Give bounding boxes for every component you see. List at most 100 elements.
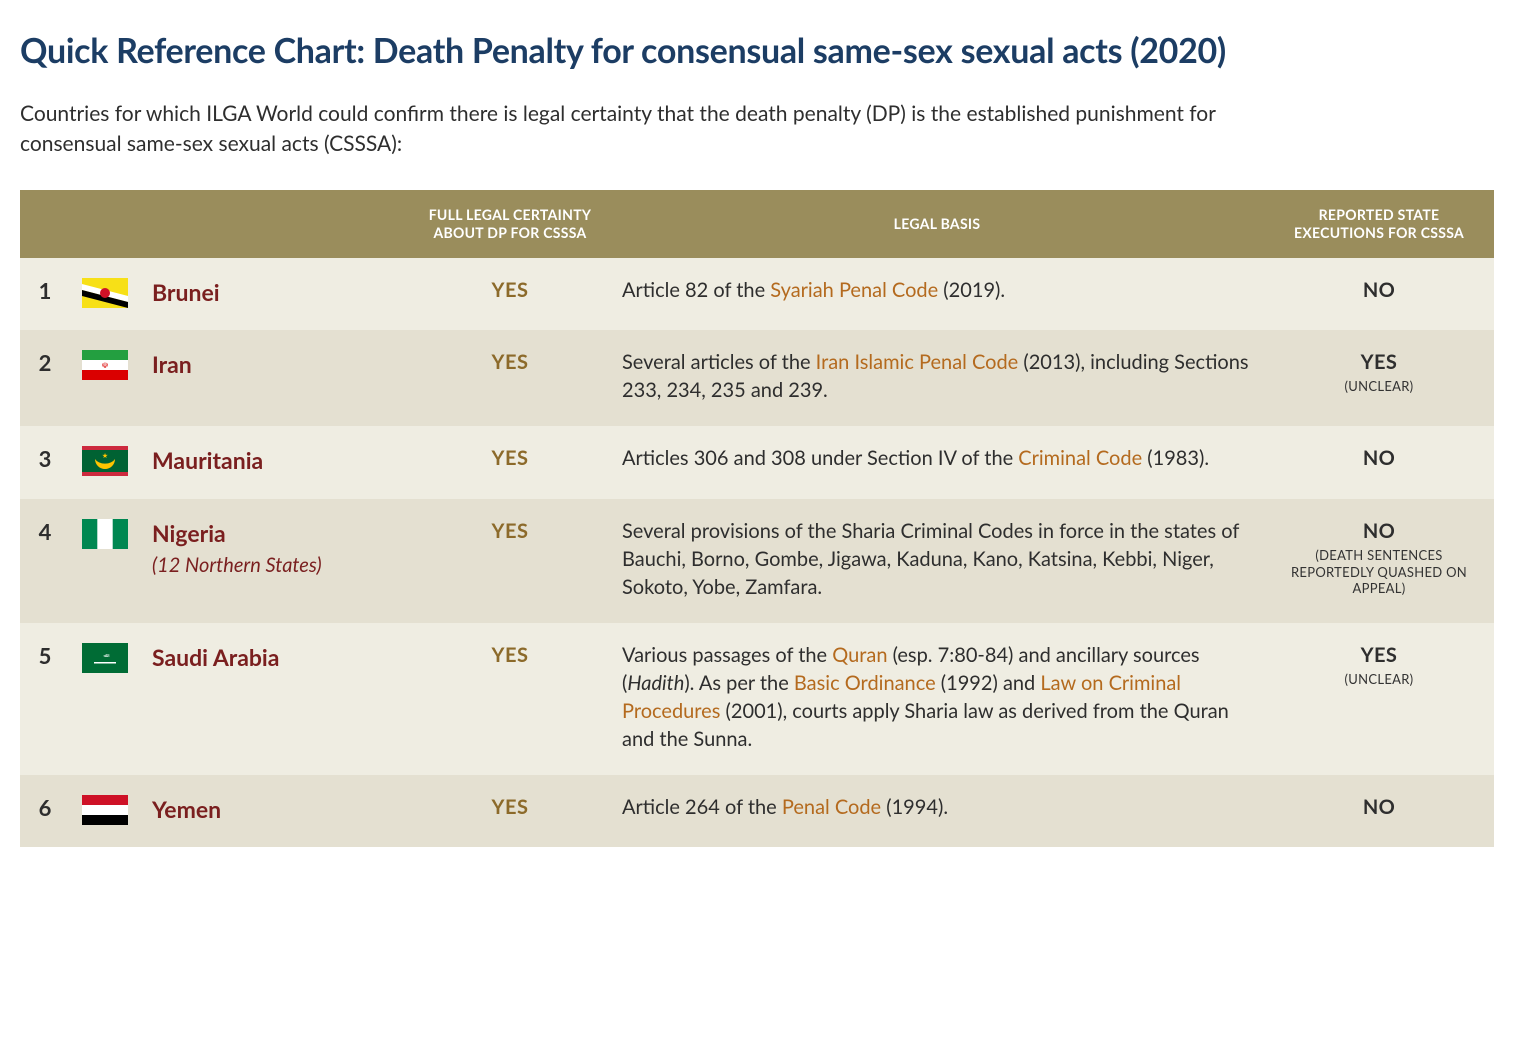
legal-basis-link[interactable]: Quran: [832, 643, 887, 667]
intro-text: Countries for which ILGA World could con…: [20, 99, 1220, 160]
legal-basis-fragment: Several articles of the: [622, 350, 816, 374]
svg-text:☫: ☫: [101, 360, 108, 370]
certainty-cell: YES: [410, 775, 610, 847]
legal-basis-link[interactable]: Criminal Code: [1018, 446, 1142, 470]
executions-cell: NO: [1264, 775, 1494, 847]
country-cell: Nigeria (12 Northern States): [140, 499, 410, 623]
table-row: 5ﷲ Saudi Arabia YES Various passages of the…: [20, 623, 1494, 775]
col-header-executions: REPORTED STATE EXECUTIONS FOR CSSSA: [1264, 190, 1494, 258]
legal-basis-fragment: (1992) and: [936, 671, 1041, 695]
executions-cell: YES (UNCLEAR): [1264, 330, 1494, 426]
flag-nigeria-icon: [82, 519, 128, 549]
certainty-value: YES: [492, 643, 529, 667]
legal-basis-link[interactable]: Penal Code: [782, 795, 881, 819]
legal-basis-fragment: ). As per the: [684, 671, 794, 695]
country-name: Brunei: [152, 278, 220, 306]
country-cell: Mauritania: [140, 426, 410, 498]
col-header-basis: LEGAL BASIS: [610, 190, 1264, 258]
page-title: Quick Reference Chart: Death Penalty for…: [20, 30, 1494, 71]
table-header-row: FULL LEGAL CERTAINTY ABOUT DP FOR CSSSA …: [20, 190, 1494, 258]
row-number: 4: [20, 499, 70, 623]
row-number: 2: [20, 330, 70, 426]
legal-basis-cell: Article 82 of the Syariah Penal Code (20…: [610, 258, 1264, 330]
country-cell: Brunei: [140, 258, 410, 330]
row-number: 5: [20, 623, 70, 775]
legal-basis-fragment: Articles 306 and 308 under Section IV of…: [622, 446, 1018, 470]
certainty-cell: YES: [410, 623, 610, 775]
legal-basis-cell: Several articles of the Iran Islamic Pen…: [610, 330, 1264, 426]
country-cell: Iran: [140, 330, 410, 426]
legal-basis-fragment: Various passages of the: [622, 643, 832, 667]
legal-basis-cell: Article 264 of the Penal Code (1994).: [610, 775, 1264, 847]
certainty-cell: YES: [410, 330, 610, 426]
table-row: 6YemenYESArticle 264 of the Penal Code (…: [20, 775, 1494, 847]
legal-basis-fragment: Several provisions of the Sharia Crimina…: [622, 519, 1239, 599]
certainty-cell: YES: [410, 426, 610, 498]
certainty-value: YES: [492, 519, 529, 543]
legal-basis-fragment: (1994).: [881, 795, 948, 819]
flag-cell: [70, 775, 140, 847]
legal-basis-text: Several provisions of the Sharia Crimina…: [622, 519, 1239, 599]
legal-basis-link[interactable]: Iran Islamic Penal Code: [816, 350, 1019, 374]
country-name: Iran: [152, 350, 192, 378]
executions-value: YES: [1361, 350, 1398, 374]
executions-subtext: (DEATH SENTENCES REPORTEDLY QUASHED ON A…: [1276, 547, 1482, 598]
legal-basis-fragment: Article 82 of the: [622, 278, 770, 302]
certainty-value: YES: [492, 278, 529, 302]
executions-cell: NO: [1264, 258, 1494, 330]
svg-text:★: ★: [102, 452, 108, 460]
legal-basis-link[interactable]: Basic Ordinance: [794, 671, 936, 695]
flag-iran-icon: ☫: [82, 350, 128, 380]
executions-value: NO: [1363, 278, 1395, 302]
flag-mauritania-icon: ★: [82, 446, 128, 476]
country-name: Yemen: [152, 795, 221, 823]
legal-basis-cell: Articles 306 and 308 under Section IV of…: [610, 426, 1264, 498]
table-row: 2 ☫ Iran YES Several articles of the Iran Is…: [20, 330, 1494, 426]
col-header-country: [140, 190, 410, 258]
executions-cell: NO: [1264, 426, 1494, 498]
country-cell: Yemen: [140, 775, 410, 847]
executions-subtext: (UNCLEAR): [1276, 671, 1482, 688]
legal-basis-cell: Several provisions of the Sharia Crimina…: [610, 499, 1264, 623]
legal-basis-text: Article 264 of the Penal Code (1994).: [622, 795, 948, 819]
table-row: 4 Nigeria (12 Northern States) YES Several p…: [20, 499, 1494, 623]
flag-cell: [70, 499, 140, 623]
executions-value: NO: [1363, 446, 1395, 470]
reference-table: FULL LEGAL CERTAINTY ABOUT DP FOR CSSSA …: [20, 190, 1494, 847]
certainty-value: YES: [492, 350, 529, 374]
executions-cell: NO (DEATH SENTENCES REPORTEDLY QUASHED ON…: [1264, 499, 1494, 623]
legal-basis-link[interactable]: Syariah Penal Code: [770, 278, 938, 302]
legal-basis-cell: Various passages of the Quran (esp. 7:80…: [610, 623, 1264, 775]
executions-value: NO: [1363, 519, 1395, 543]
legal-basis-fragment: (2019).: [938, 278, 1005, 302]
flag-brunei-icon: [82, 278, 128, 308]
col-header-certainty: FULL LEGAL CERTAINTY ABOUT DP FOR CSSSA: [410, 190, 610, 258]
legal-basis-fragment: (1983).: [1142, 446, 1209, 470]
legal-basis-fragment: Article 264 of the: [622, 795, 782, 819]
col-header-flag: [70, 190, 140, 258]
certainty-value: YES: [492, 795, 529, 819]
legal-basis-fragment: Hadith: [627, 671, 684, 695]
legal-basis-text: Several articles of the Iran Islamic Pen…: [622, 350, 1249, 402]
certainty-cell: YES: [410, 258, 610, 330]
flag-cell: ﷲ: [70, 623, 140, 775]
country-subtext: (12 Northern States): [152, 551, 398, 579]
flag-saudi-icon: ﷲ: [82, 643, 128, 673]
flag-cell: ☫: [70, 330, 140, 426]
row-number: 3: [20, 426, 70, 498]
table-body: 1 Brunei YES Article 82 of the Syariah Pena…: [20, 258, 1494, 847]
legal-basis-text: Various passages of the Quran (esp. 7:80…: [622, 643, 1229, 751]
executions-value: YES: [1361, 643, 1398, 667]
country-name: Nigeria: [152, 519, 226, 547]
country-name: Saudi Arabia: [152, 643, 279, 671]
flag-cell: [70, 258, 140, 330]
flag-yemen-icon: [82, 795, 128, 825]
row-number: 1: [20, 258, 70, 330]
executions-subtext: (UNCLEAR): [1276, 378, 1482, 395]
country-cell: Saudi Arabia: [140, 623, 410, 775]
table-row: 3 ★ Mauritania YES Articles 306 and 308 unde…: [20, 426, 1494, 498]
col-header-num: [20, 190, 70, 258]
flag-cell: ★: [70, 426, 140, 498]
executions-cell: YES (UNCLEAR): [1264, 623, 1494, 775]
country-name: Mauritania: [152, 446, 263, 474]
